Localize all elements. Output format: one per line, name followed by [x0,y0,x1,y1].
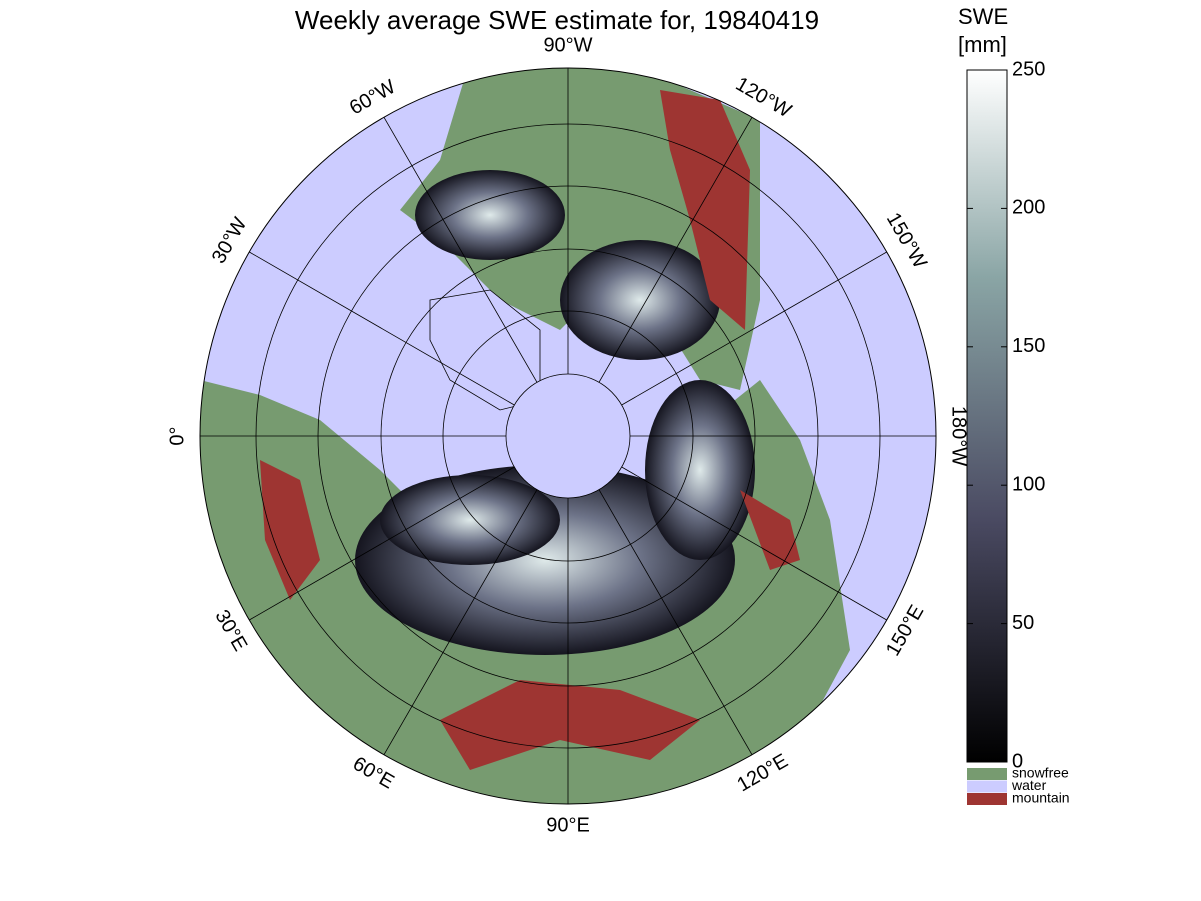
mountain-europe [260,460,320,600]
colorbar: SWE [mm] 0 50 100 150 200 250 [958,4,1045,772]
legend-label: mountain [1012,790,1070,806]
mountain-east [740,490,800,570]
snow-siberia [645,380,755,560]
legend-label: water [1011,777,1047,793]
snow-labrador [415,170,565,260]
legend-swatch [967,780,1007,793]
snow-canada [560,240,720,360]
meridian [383,489,538,755]
meridian [621,251,887,406]
graticule [200,68,936,804]
legend-label: snowfree [1012,765,1069,781]
legend-swatch [967,793,1007,805]
longitude-label: 90°W [543,34,592,56]
colorbar-tick-label: 150 [1012,335,1045,357]
longitude-label: 180°W [948,406,970,466]
meridian [598,117,753,383]
legend-swatch [967,768,1007,780]
longitude-label: 0° [166,426,188,445]
meridian [598,489,753,755]
colorbar-tick-label: 250 [1012,58,1045,80]
polar-map [200,68,936,804]
meridian [249,466,515,621]
colorbar-tick-label: 0 [1012,750,1023,772]
map-frame [199,67,937,805]
map-title: Weekly average SWE estimate for, 1984041… [295,5,819,35]
pole-mask [506,374,630,498]
colorbar-label: [mm] [958,32,1007,57]
longitude-label: 90°E [546,814,590,836]
colorbar-tick-label: 200 [1012,197,1045,219]
meridian [249,251,515,406]
mountain-asia [440,680,700,770]
colorbar-label: SWE [958,4,1008,29]
colorbar-tick-label: 50 [1012,612,1034,634]
mountain-rockies [660,90,750,330]
colorbar-tick-label: 100 [1012,473,1045,495]
snow-europe [380,475,560,565]
colorbar-scale [966,69,1008,763]
meridian [383,117,538,383]
meridian [621,466,887,621]
